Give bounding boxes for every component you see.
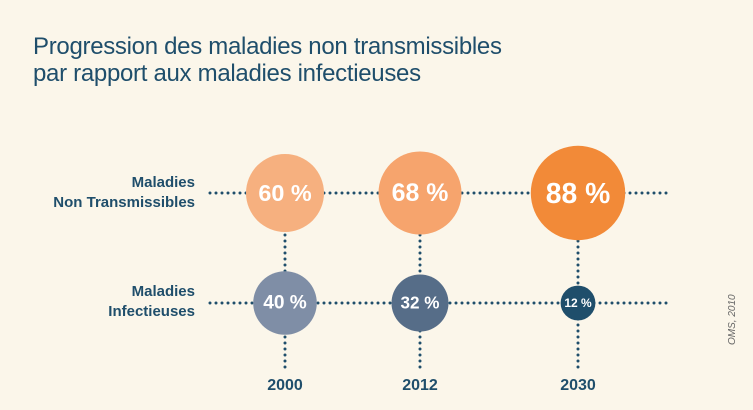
bubble-label-infectious-2000: 40 % [263, 293, 307, 314]
row-label-ncd-line1: Maladies [131, 174, 195, 191]
row-label-infectious-line1: Maladies [131, 283, 195, 300]
year-label-2030: 2030 [560, 377, 596, 394]
year-label-2000: 2000 [267, 377, 303, 394]
source-note: OMS, 2010 [727, 294, 738, 345]
chart-title: Progression des maladies non transmissib… [33, 33, 502, 87]
chart-title-line1: Progression des maladies non transmissib… [33, 33, 502, 60]
chart-title-line2: par rapport aux maladies infectieuses [33, 60, 421, 87]
row-label-ncd: Maladies Non Transmissibles [53, 173, 195, 213]
bubble-ncd-2000 [246, 154, 324, 232]
bubble-infectious-2030 [560, 285, 596, 321]
year-label-2012: 2012 [402, 377, 438, 394]
bubble-label-ncd-2030: 88 % [546, 177, 611, 209]
bubble-label-infectious-2030: 12 % [564, 296, 592, 310]
row-label-infectious-line2: Infectieuses [108, 303, 195, 320]
bubble-ncd-2012 [378, 151, 462, 235]
bubble-infectious-2012 [391, 274, 449, 332]
bubble-ncd-2030 [530, 145, 626, 241]
bubble-infectious-2000 [253, 271, 317, 335]
bubble-label-ncd-2000: 60 % [258, 180, 312, 206]
row-label-ncd-line2: Non Transmissibles [53, 194, 195, 211]
row-label-infectious: Maladies Infectieuses [108, 282, 195, 322]
bubble-label-ncd-2012: 68 % [392, 179, 449, 207]
bubble-label-infectious-2012: 32 % [401, 294, 440, 313]
